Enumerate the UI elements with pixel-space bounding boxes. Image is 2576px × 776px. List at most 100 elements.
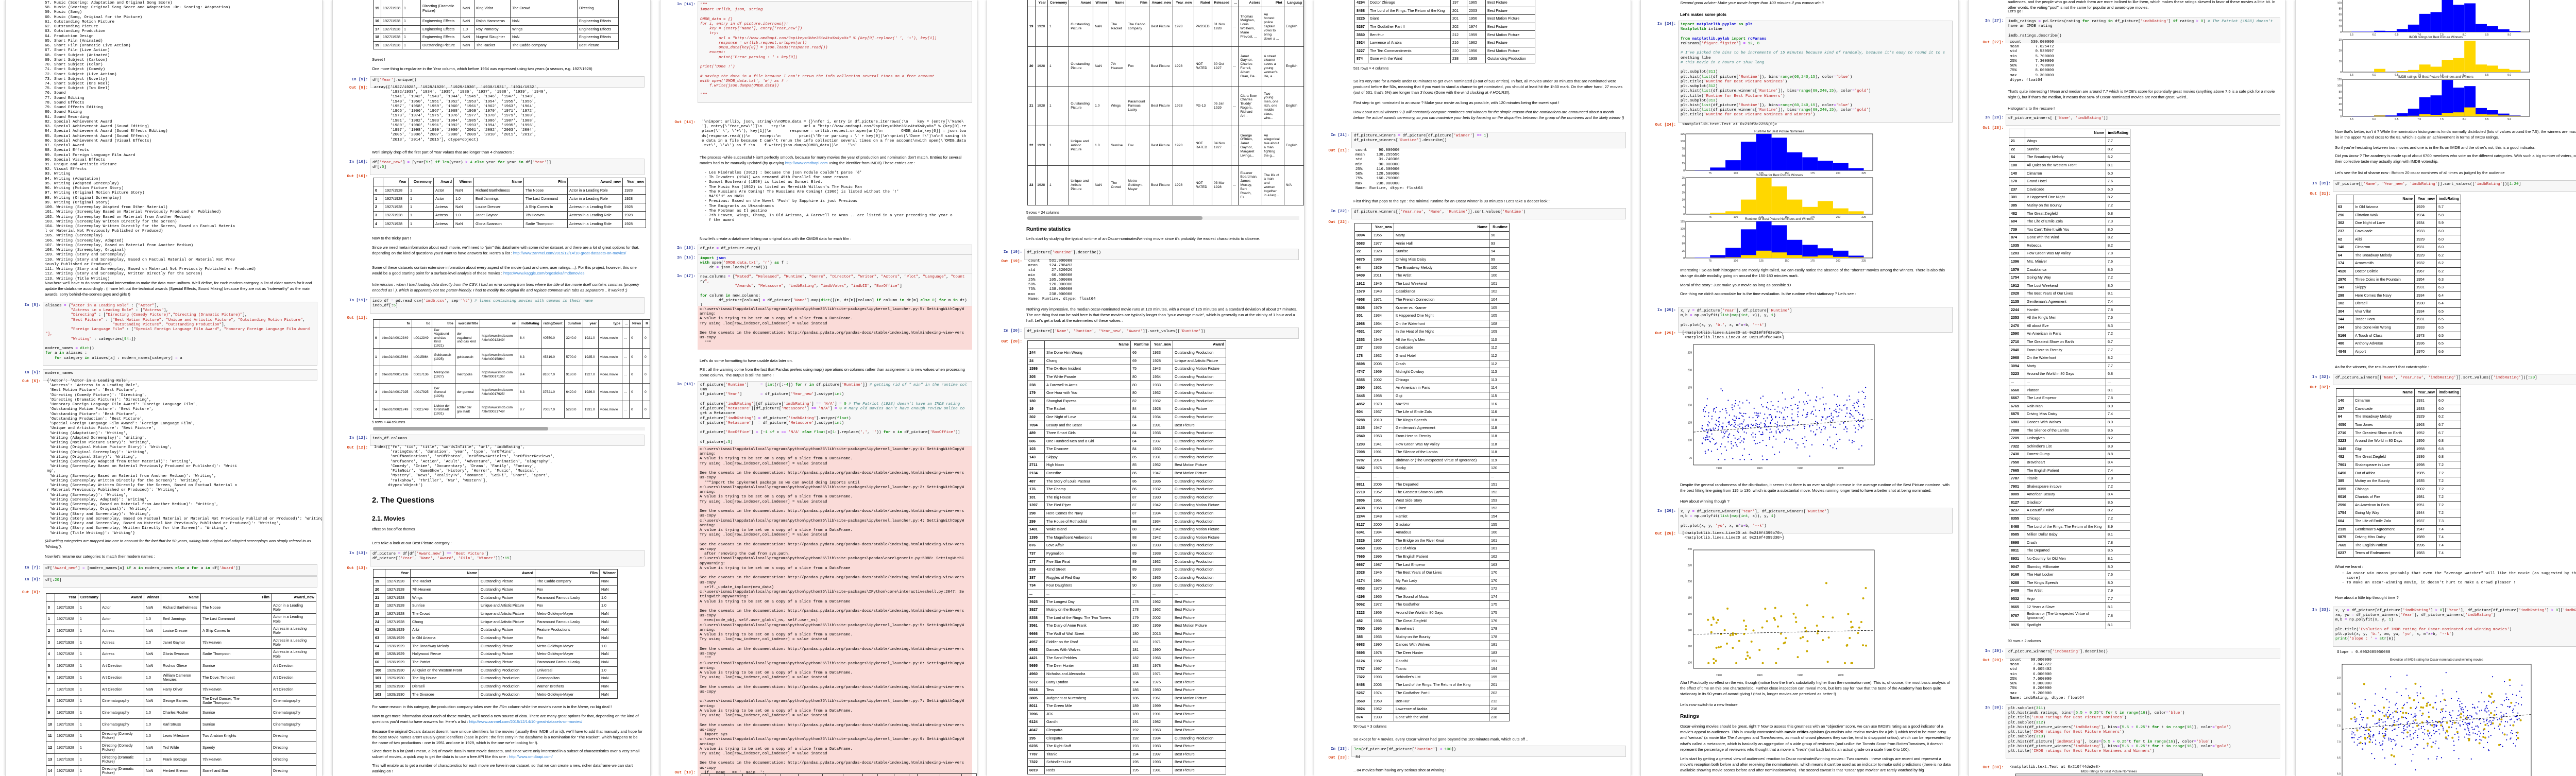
svg-text:8.0: 8.0 xyxy=(2463,33,2466,37)
svg-text:7.0: 7.0 xyxy=(2417,118,2421,121)
svg-text:0: 0 xyxy=(2340,71,2342,74)
svg-text:200: 200 xyxy=(1836,260,1841,263)
svg-text:60: 60 xyxy=(2338,13,2342,16)
svg-text:100: 100 xyxy=(1681,140,1685,143)
svg-text:25: 25 xyxy=(1682,162,1685,165)
svg-text:Runtime for Best Picture Nomin: Runtime for Best Picture Nominees and Wi… xyxy=(1745,217,1814,221)
svg-text:Runtime for Best Picture Winne: Runtime for Best Picture Winners xyxy=(1756,174,1803,177)
svg-text:5.5: 5.5 xyxy=(2350,33,2353,37)
svg-text:10: 10 xyxy=(2338,60,2342,63)
svg-text:125: 125 xyxy=(1688,422,1692,425)
svg-text:200: 200 xyxy=(1688,580,1692,583)
svg-text:100: 100 xyxy=(1734,260,1738,263)
svg-text:2000: 2000 xyxy=(1838,674,1843,677)
svg-text:7.5: 7.5 xyxy=(2440,33,2444,37)
svg-text:180: 180 xyxy=(1688,597,1692,600)
svg-text:220: 220 xyxy=(1688,564,1692,567)
svg-text:7.5: 7.5 xyxy=(2440,74,2444,77)
svg-text:100: 100 xyxy=(1688,662,1692,665)
svg-text:40: 40 xyxy=(2338,103,2342,106)
svg-text:6.0: 6.0 xyxy=(2372,118,2376,121)
svg-text:150: 150 xyxy=(1785,216,1789,219)
svg-text:6.5: 6.5 xyxy=(2395,33,2398,37)
svg-text:100: 100 xyxy=(2337,84,2342,88)
svg-text:15: 15 xyxy=(1682,191,1685,194)
svg-text:10: 10 xyxy=(1682,199,1685,202)
svg-text:7.5: 7.5 xyxy=(2337,725,2341,728)
svg-text:8.0: 8.0 xyxy=(2463,118,2466,121)
svg-text:6.0: 6.0 xyxy=(2372,33,2376,37)
svg-text:7.0: 7.0 xyxy=(2417,33,2421,37)
svg-text:20: 20 xyxy=(2338,49,2342,53)
svg-text:225: 225 xyxy=(1861,260,1866,263)
svg-text:6.5: 6.5 xyxy=(2395,74,2398,77)
svg-text:Evolution of IMDB rating for O: Evolution of IMDB rating for Oscar-nomin… xyxy=(2390,658,2483,662)
svg-text:200: 200 xyxy=(1836,216,1841,219)
svg-text:50: 50 xyxy=(1682,155,1685,158)
svg-text:8.5: 8.5 xyxy=(2485,74,2488,77)
svg-text:100: 100 xyxy=(1681,228,1685,231)
svg-text:160: 160 xyxy=(1688,613,1692,616)
svg-text:120: 120 xyxy=(1688,645,1692,648)
svg-text:175: 175 xyxy=(1810,260,1815,263)
svg-text:75: 75 xyxy=(1708,216,1711,219)
svg-text:30: 30 xyxy=(2338,39,2342,42)
svg-text:IMDB ratings for Best Picture: IMDB ratings for Best Picture Nominees xyxy=(2080,770,2137,773)
svg-text:240: 240 xyxy=(1688,548,1692,551)
svg-text:225: 225 xyxy=(1688,352,1692,355)
svg-text:125: 125 xyxy=(1759,172,1764,175)
svg-text:7.0: 7.0 xyxy=(2337,740,2341,744)
svg-text:125: 125 xyxy=(1681,133,1685,136)
svg-text:25: 25 xyxy=(1682,250,1685,253)
svg-text:100: 100 xyxy=(1734,216,1738,219)
svg-text:9.0: 9.0 xyxy=(2337,677,2341,680)
svg-text:140: 140 xyxy=(1688,629,1692,632)
svg-text:9.0: 9.0 xyxy=(2507,74,2511,77)
svg-text:6.0: 6.0 xyxy=(2372,74,2376,77)
svg-text:0: 0 xyxy=(1683,169,1685,173)
svg-text:75: 75 xyxy=(1708,260,1711,263)
svg-text:50: 50 xyxy=(1682,243,1685,246)
svg-text:75: 75 xyxy=(1682,235,1685,238)
svg-text:5.5: 5.5 xyxy=(2350,118,2353,121)
svg-text:6.5: 6.5 xyxy=(2395,118,2398,121)
svg-text:1980: 1980 xyxy=(1798,674,1803,677)
svg-text:5.5: 5.5 xyxy=(2350,74,2353,77)
svg-text:125: 125 xyxy=(1759,216,1764,219)
svg-text:200: 200 xyxy=(1836,172,1841,175)
svg-text:0: 0 xyxy=(1683,257,1685,260)
svg-text:1960: 1960 xyxy=(1757,674,1762,677)
svg-text:100: 100 xyxy=(2337,2,2342,5)
svg-text:IMDB ratings for Best Picture: IMDB ratings for Best Picture Nominees a… xyxy=(2398,75,2473,79)
svg-text:7.0: 7.0 xyxy=(2417,74,2421,77)
svg-text:7.5: 7.5 xyxy=(2440,118,2444,121)
svg-text:200: 200 xyxy=(1688,369,1692,372)
svg-text:0: 0 xyxy=(2340,31,2342,34)
svg-text:8.5: 8.5 xyxy=(2485,118,2488,121)
svg-text:1940: 1940 xyxy=(1716,467,1722,470)
svg-text:175: 175 xyxy=(1810,216,1815,219)
svg-text:20: 20 xyxy=(2338,25,2342,28)
svg-text:IMDB ratings for Best Picture: IMDB ratings for Best Picture Winners xyxy=(2409,36,2463,39)
svg-text:150: 150 xyxy=(1688,404,1692,407)
svg-text:25: 25 xyxy=(1682,177,1685,180)
svg-text:1940: 1940 xyxy=(1716,674,1722,677)
svg-text:0: 0 xyxy=(2340,115,2342,118)
svg-text:75: 75 xyxy=(1708,172,1711,175)
svg-text:150: 150 xyxy=(1785,260,1789,263)
svg-text:1960: 1960 xyxy=(1757,467,1762,470)
svg-text:40: 40 xyxy=(2338,19,2342,22)
svg-text:0: 0 xyxy=(1683,213,1685,216)
svg-text:8.5: 8.5 xyxy=(2485,33,2488,37)
svg-text:125: 125 xyxy=(1681,220,1685,223)
svg-text:20: 20 xyxy=(2338,109,2342,112)
svg-text:9.0: 9.0 xyxy=(2507,33,2511,37)
svg-text:6.0: 6.0 xyxy=(2337,773,2341,776)
svg-text:8.5: 8.5 xyxy=(2337,693,2341,696)
svg-text:125: 125 xyxy=(1759,260,1764,263)
svg-text:175: 175 xyxy=(1810,172,1815,175)
svg-text:150: 150 xyxy=(1785,172,1789,175)
svg-text:9.0: 9.0 xyxy=(2507,118,2511,121)
svg-text:75: 75 xyxy=(1689,457,1692,460)
svg-text:75: 75 xyxy=(1682,147,1685,150)
